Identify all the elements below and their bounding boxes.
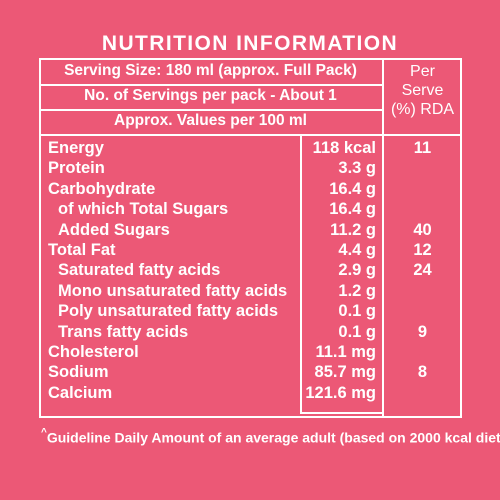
nutrient-name: Sodium bbox=[48, 363, 109, 382]
table-row: Energy 118 kcal 11 bbox=[0, 138, 500, 159]
rda-divider bbox=[382, 58, 384, 418]
rda-header: Per Serve (%) RDA bbox=[384, 62, 461, 119]
rda-header-line2: Serve bbox=[401, 82, 444, 99]
nutrient-name: Cholesterol bbox=[48, 343, 139, 361]
nutrient-rda: 11 bbox=[413, 139, 432, 157]
nutrient-value: 4.4 g bbox=[338, 241, 376, 259]
nutrient-rda: 40 bbox=[413, 220, 432, 239]
nutrient-name: Calcium bbox=[48, 383, 113, 402]
nutrient-name: Protein bbox=[48, 159, 105, 178]
servings-per-pack: No. of Servings per pack - About 1 bbox=[84, 87, 337, 104]
table-bottom-border bbox=[39, 416, 462, 418]
table-row: Calcium 121.6 mg bbox=[0, 383, 500, 404]
nutrient-name: Carbohydrate bbox=[48, 179, 156, 198]
approx-values: Approx. Values per 100 ml bbox=[114, 112, 307, 129]
nutrient-name: Total Fat bbox=[48, 241, 116, 259]
nutrient-name: Saturated fatty acids bbox=[58, 261, 221, 280]
nutrient-rda: 12 bbox=[413, 241, 432, 259]
serving-size: Serving Size: 180 ml (approx. Full Pack) bbox=[64, 62, 357, 79]
nutrient-name: Added Sugars bbox=[58, 220, 170, 239]
nutrient-value: 3.3 g bbox=[338, 159, 376, 178]
table-row: Total Fat 4.4 g 12 bbox=[0, 240, 500, 261]
table-row: of which Total Sugars 16.4 g bbox=[0, 199, 500, 220]
right-border bbox=[460, 58, 462, 418]
nutrient-name: Energy bbox=[48, 139, 104, 157]
table-row: Saturated fatty acids 2.9 g 24 bbox=[0, 260, 500, 281]
nutrient-value: 0.1 g bbox=[338, 322, 376, 341]
nutrient-name: Mono unsaturated fatty acids bbox=[58, 281, 288, 300]
table-row: Mono unsaturated fatty acids 1.2 g bbox=[0, 281, 500, 302]
nutrient-name: Poly unsaturated fatty acids bbox=[58, 302, 279, 321]
nutrient-value: 11.1 mg bbox=[315, 343, 376, 361]
header-bottom-border bbox=[39, 134, 462, 136]
divider-serving bbox=[39, 84, 384, 86]
table-row: Added Sugars 11.2 g 40 bbox=[0, 220, 500, 241]
rda-header-line3: (%) RDA bbox=[390, 101, 455, 118]
panel-title: NUTRITION INFORMATION bbox=[101, 32, 399, 55]
table-row: Protein 3.3 g bbox=[0, 158, 500, 179]
table-row: Carbohydrate 16.4 g bbox=[0, 179, 500, 200]
table-row: Sodium 85.7 mg 8 bbox=[0, 362, 500, 383]
table-row: Poly unsaturated fatty acids 0.1 g bbox=[0, 301, 500, 322]
footnote: ^Guideline Daily Amount of an average ad… bbox=[41, 427, 500, 446]
nutrient-value: 11.2 g bbox=[330, 220, 376, 239]
table-row: Cholesterol 11.1 mg bbox=[0, 342, 500, 363]
nutrient-value: 1.2 g bbox=[338, 281, 376, 300]
top-border bbox=[39, 58, 462, 60]
table-row: Trans fatty acids 0.1 g 9 bbox=[0, 322, 500, 343]
nutrient-value: 16.4 g bbox=[329, 179, 376, 198]
nutrient-name: Trans fatty acids bbox=[58, 322, 189, 341]
nutrient-value: 16.4 g bbox=[329, 200, 376, 219]
nutrient-value: 85.7 mg bbox=[314, 363, 376, 382]
nutrient-name: of which Total Sugars bbox=[58, 200, 229, 219]
left-border bbox=[39, 58, 41, 418]
footnote-marker: ^ bbox=[41, 427, 47, 438]
nutrient-rda: 24 bbox=[413, 261, 432, 280]
value-divider bbox=[300, 134, 302, 414]
value-cell-bottom bbox=[300, 412, 384, 414]
nutrient-rda: 8 bbox=[417, 363, 428, 382]
rda-header-line1: Per bbox=[410, 63, 435, 80]
nutrient-value: 2.9 g bbox=[338, 261, 376, 280]
nutrient-rda: 9 bbox=[417, 322, 428, 341]
footnote-text: Guideline Daily Amount of an average adu… bbox=[46, 429, 500, 446]
divider-servings bbox=[39, 109, 384, 111]
nutrient-value: 121.6 mg bbox=[305, 383, 376, 402]
nutrient-value: 118 kcal bbox=[312, 139, 376, 157]
nutrient-value: 0.1 g bbox=[338, 302, 376, 321]
